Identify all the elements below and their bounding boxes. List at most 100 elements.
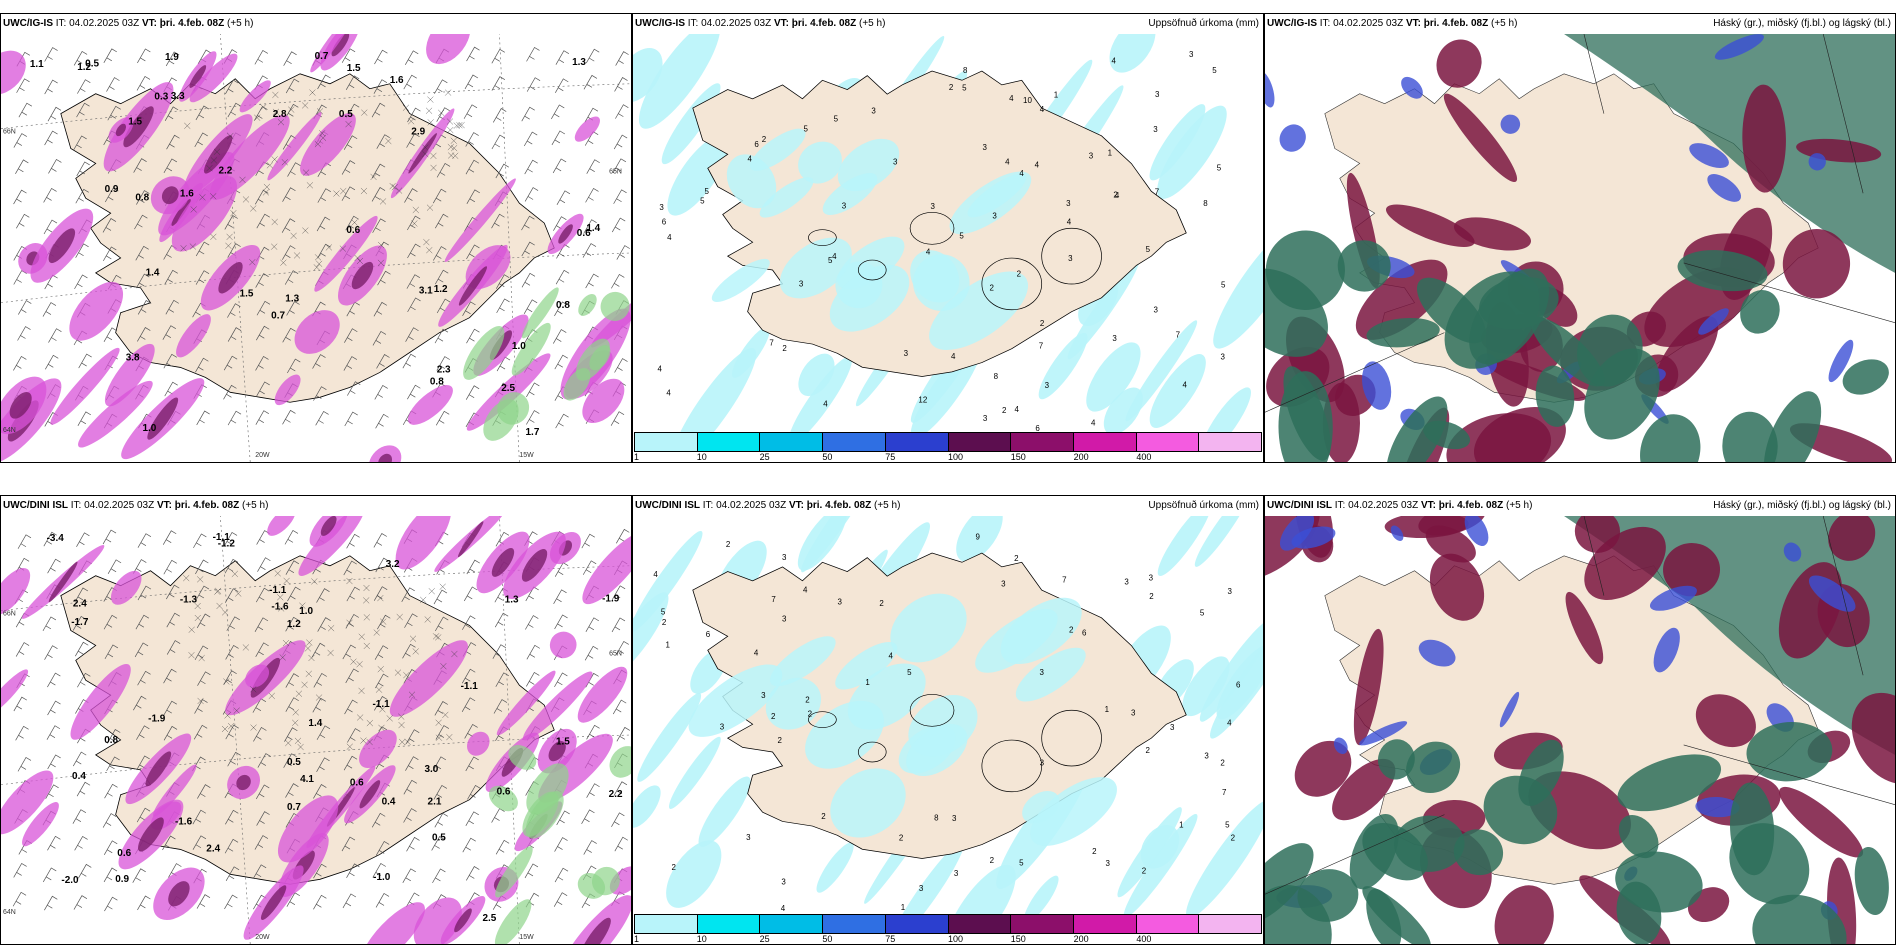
colorbar-segment xyxy=(760,915,824,933)
high-cloud xyxy=(1752,894,1847,944)
wind-barb xyxy=(524,187,539,202)
wind-barb xyxy=(373,301,388,317)
value-label: 2.9 xyxy=(411,127,425,138)
high-cloud xyxy=(1854,846,1889,916)
hatch-mark xyxy=(197,697,204,705)
wind-barb xyxy=(312,354,326,369)
wind-barb xyxy=(583,840,597,855)
lead-time: (+5 h) xyxy=(1506,500,1533,511)
hatch-mark xyxy=(366,738,373,746)
graticule-label: 64N xyxy=(3,909,16,916)
value-label: 1.5 xyxy=(347,63,361,74)
wind-barb xyxy=(225,79,239,95)
iceland-landmass xyxy=(60,555,555,885)
model-name: UWC/DINI ISL xyxy=(1267,500,1332,511)
value-label: 0.9 xyxy=(115,874,129,885)
hatch-mark xyxy=(345,121,352,128)
wind-barb xyxy=(551,104,565,120)
wind-barb xyxy=(103,48,117,64)
precip-streak xyxy=(633,592,669,678)
wind-barb xyxy=(466,244,480,260)
wind-barb xyxy=(102,529,117,545)
high-cloud xyxy=(1366,888,1402,944)
wind-barb xyxy=(524,159,538,175)
precip-streak xyxy=(1149,104,1206,181)
wind-barb xyxy=(135,245,149,261)
value-label: 3 xyxy=(952,814,957,823)
value-label: 5 xyxy=(705,187,710,196)
value-label: 2 xyxy=(989,283,994,292)
hatch-mark xyxy=(408,691,416,698)
glacier-outline xyxy=(1041,709,1102,767)
it-label: IT: xyxy=(55,18,67,29)
boundary-lines xyxy=(1265,34,1895,413)
it-label: IT: xyxy=(1334,500,1346,511)
wind-barb xyxy=(166,584,180,600)
wind-barb xyxy=(226,616,240,631)
lead-time: (+5 h) xyxy=(1491,18,1518,29)
high-cloud xyxy=(1740,289,1780,334)
wind-barb xyxy=(341,186,356,201)
wind-barb xyxy=(75,641,89,657)
panel-title: Háský (gr.), miðský (fj.bl.) og lágský (… xyxy=(1713,500,1891,511)
snow-band xyxy=(497,392,530,425)
high-cloud xyxy=(1618,815,1659,859)
value-label: 0.5 xyxy=(287,757,301,768)
wind-barb xyxy=(77,79,91,94)
colorbar-segment xyxy=(635,915,698,933)
wind-barb xyxy=(133,695,147,711)
high-cloud xyxy=(1406,741,1461,794)
wind-barb xyxy=(586,159,600,174)
hatch-mark xyxy=(356,257,364,265)
wind-barb xyxy=(491,76,506,91)
value-label: 4 xyxy=(926,247,931,256)
wind-barb xyxy=(491,48,505,64)
precip-band xyxy=(395,516,452,570)
hatch-mark xyxy=(446,118,454,125)
precip-area xyxy=(890,593,967,663)
colorbar-segment xyxy=(1073,433,1137,451)
hatch-mark xyxy=(249,259,256,266)
wind-barb xyxy=(463,586,478,602)
wind-barb xyxy=(586,783,600,798)
precip-band xyxy=(1,669,29,717)
value-label: 5 xyxy=(1200,609,1205,618)
wind-barb xyxy=(585,273,599,289)
precip-band xyxy=(577,666,628,723)
wind-barb xyxy=(344,699,358,715)
wind-barb xyxy=(195,105,210,121)
precip-core xyxy=(548,741,566,762)
graticule-label: 66N xyxy=(3,129,16,136)
snow-band xyxy=(511,322,551,376)
precip-band xyxy=(277,795,339,863)
wind-barb xyxy=(434,213,449,229)
value-label: 0.8 xyxy=(104,735,118,746)
value-label: 2.1 xyxy=(428,796,442,807)
precip-core xyxy=(171,199,191,226)
value-label: 2.8 xyxy=(273,109,287,120)
wind-barb xyxy=(371,102,386,118)
wind-barb xyxy=(107,105,121,121)
colorbar-segment xyxy=(948,915,1012,933)
snow-band xyxy=(589,345,611,371)
colorbar-label: 25 xyxy=(759,934,770,944)
hatch-mark xyxy=(451,650,458,658)
low-cloud xyxy=(1649,585,1697,611)
hatch-mark xyxy=(426,247,433,254)
value-label: 4 xyxy=(1115,191,1120,200)
value-label: 0.6 xyxy=(577,228,591,239)
precip-streak xyxy=(797,516,847,571)
wind-barb xyxy=(256,381,270,397)
wind-barb xyxy=(462,837,476,853)
wind-barb xyxy=(103,840,118,855)
precip-core xyxy=(204,135,233,174)
hatch-mark xyxy=(319,134,327,141)
precip-band xyxy=(582,531,631,605)
value-label: 2 xyxy=(879,599,884,608)
hatch-mark xyxy=(363,597,370,604)
glacier-outline xyxy=(981,739,1043,793)
wind-barb xyxy=(434,812,448,828)
low-cloud xyxy=(1695,796,1740,818)
wind-barb xyxy=(313,863,327,879)
hatch-mark xyxy=(194,614,201,622)
